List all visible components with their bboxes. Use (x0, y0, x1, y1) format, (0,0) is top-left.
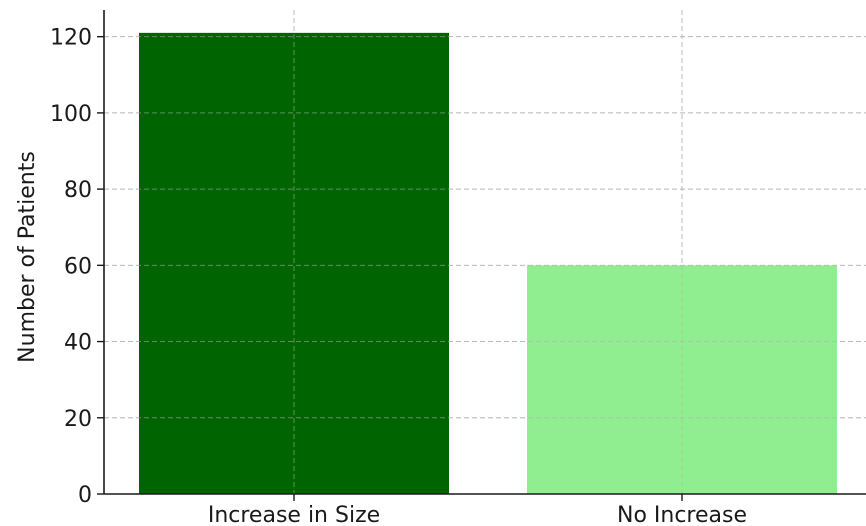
y-tick-label-100: 100 (50, 102, 92, 127)
y-tick-label-0: 0 (78, 483, 92, 508)
y-tick-label-40: 40 (64, 331, 92, 356)
y-ticks: 0 20 40 60 80 100 120 (50, 26, 104, 508)
x-ticks: Increase in Size No Increase (208, 494, 747, 526)
y-tick-label-120: 120 (50, 26, 92, 51)
bars (139, 32, 837, 494)
grid-overlay (104, 10, 866, 494)
x-tick-label-0: Increase in Size (208, 503, 380, 526)
axes (103, 10, 866, 495)
x-tick-label-1: No Increase (617, 503, 747, 526)
y-tick-label-80: 80 (64, 178, 92, 203)
y-tick-label-20: 20 (64, 407, 92, 432)
y-axis-title: Number of Patients (15, 151, 40, 363)
y-tick-label-60: 60 (64, 254, 92, 279)
